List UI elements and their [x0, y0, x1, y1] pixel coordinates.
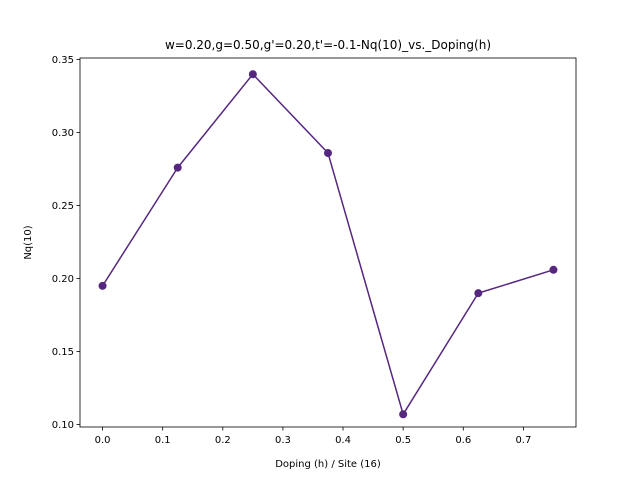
data-point [248, 70, 257, 79]
x-tick-label: 0.1 [155, 435, 171, 446]
x-tick-label: 0.7 [515, 435, 531, 446]
data-point [399, 410, 408, 419]
data-point [324, 149, 332, 158]
data-point [173, 163, 182, 172]
data-point [549, 265, 558, 274]
x-tick-label: 0.4 [335, 435, 351, 446]
series-line [101, 73, 554, 416]
x-tick-label: 0.2 [215, 435, 231, 446]
x-tick-label: 0.3 [275, 435, 291, 446]
y-tick-label: 0.15 [52, 347, 74, 358]
plot-area-frame [79, 57, 577, 428]
y-tick-label: 0.35 [52, 55, 74, 66]
plot-content [98, 70, 558, 419]
y-tick-label: 0.10 [52, 420, 74, 431]
chart-title: w=0.20,g=0.50,g'=0.20,t'=-0.1-Nq(10)_vs.… [165, 38, 491, 52]
data-point [474, 289, 483, 298]
x-tick-label: 0.6 [455, 435, 471, 446]
x-axis-label: Doping (h) / Site (16) [275, 459, 381, 470]
y-tick-label: 0.20 [52, 274, 74, 285]
x-tick-label: 0.0 [95, 435, 111, 446]
data-point [98, 281, 107, 290]
y-tick-label: 0.25 [52, 201, 74, 212]
y-axis-ticks: 0.10 0.15 0.20 0.25 0.30 0.35 [52, 55, 80, 431]
x-tick-label: 0.5 [395, 435, 411, 446]
y-tick-label: 0.30 [52, 128, 74, 139]
x-axis-ticks: 0.0 0.1 0.2 0.3 0.4 0.5 0.6 0.7 [95, 427, 531, 446]
y-axis-label: Nq(10) [23, 225, 34, 259]
